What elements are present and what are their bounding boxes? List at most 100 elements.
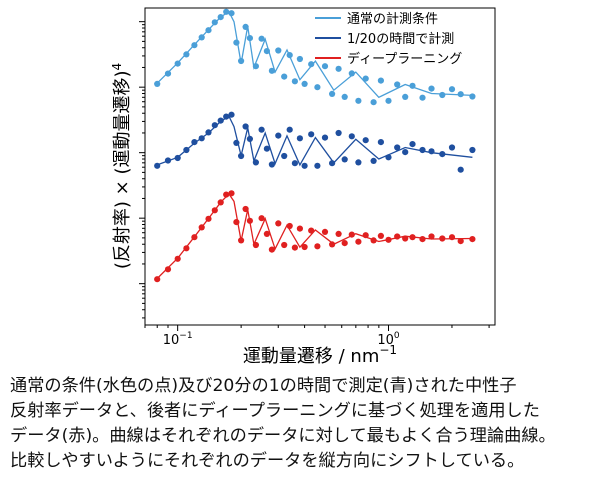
data-point: [198, 34, 205, 41]
data-point: [238, 57, 245, 65]
data-point: [217, 117, 224, 124]
data-point: [362, 137, 369, 144]
data-point: [246, 217, 253, 224]
legend-label-fast: 1/20の時間で計測: [347, 31, 454, 47]
data-point: [394, 144, 401, 151]
data-point: [223, 8, 230, 15]
data-point: [286, 126, 293, 133]
data-point: [217, 199, 224, 206]
data-point: [419, 236, 426, 243]
data-point: [370, 99, 377, 106]
data-point: [428, 148, 435, 155]
data-point: [402, 93, 409, 100]
data-point: [205, 27, 212, 34]
data-point: [377, 232, 384, 239]
data-point: [233, 139, 240, 146]
data-point: [457, 91, 464, 98]
data-point: [268, 67, 275, 74]
data-point: [335, 65, 342, 72]
data-point: [439, 151, 446, 158]
x-tick-label: 10−1: [163, 331, 193, 348]
data-point: [263, 145, 270, 152]
data-point: [348, 70, 355, 77]
data-point: [268, 246, 275, 253]
data-point: [211, 122, 218, 129]
data-point: [308, 61, 315, 68]
data-point: [341, 240, 348, 247]
data-point: [377, 77, 384, 84]
data-point: [291, 244, 298, 251]
data-point: [238, 237, 245, 244]
data-point: [205, 215, 212, 222]
data-point: [174, 255, 181, 262]
y-axis-label-exponent: 4: [110, 63, 124, 71]
data-point: [275, 132, 282, 139]
data-point: [296, 55, 303, 63]
data-point: [308, 131, 315, 138]
data-point: [258, 215, 265, 222]
data-point: [154, 276, 161, 283]
data-point: [154, 162, 161, 169]
data-point: [246, 135, 253, 142]
fit-curve: [156, 10, 473, 99]
data-point: [439, 91, 446, 99]
data-point: [335, 230, 342, 237]
data-point: [223, 191, 230, 198]
data-point: [329, 241, 336, 248]
data-point: [252, 159, 259, 166]
series-group: [154, 190, 476, 283]
data-point: [385, 236, 392, 243]
x-axis-label: 運動量遷移 / nm−1: [243, 343, 397, 367]
data-point: [448, 86, 456, 93]
caption-line: 通常の条件(水色の点)及び20分の1の時間で測定(青)された中性子: [10, 376, 517, 396]
data-point: [409, 82, 416, 89]
data-point: [341, 93, 348, 100]
fit-curve: [156, 115, 473, 167]
data-point: [291, 160, 298, 167]
data-point: [370, 157, 377, 164]
data-point: [191, 139, 198, 146]
data-point: [211, 207, 218, 214]
data-point: [469, 146, 476, 154]
data-point: [409, 141, 416, 148]
data-point: [402, 149, 409, 156]
data-point: [469, 236, 476, 243]
data-point: [281, 73, 288, 80]
x-tick-label: 100: [377, 331, 400, 348]
data-point: [164, 70, 172, 77]
data-point: [314, 84, 321, 91]
data-point: [154, 80, 161, 87]
data-point: [258, 126, 265, 133]
data-point: [275, 220, 282, 227]
x-axis-label-text: 運動量遷移 / nm: [243, 346, 379, 367]
plot-frame: [144, 7, 496, 326]
data-point: [355, 97, 362, 104]
data-point: [394, 233, 401, 240]
data-point: [296, 225, 303, 232]
data-point: [228, 190, 235, 197]
data-point: [362, 232, 369, 239]
data-point: [341, 156, 348, 163]
y-axis-label: (反射率) × (運動量遷移)4: [110, 63, 133, 269]
data-point: [191, 234, 198, 241]
data-point: [242, 23, 249, 30]
data-point: [329, 90, 336, 97]
x-axis-label-exponent: −1: [379, 343, 397, 357]
y-axis-label-text: (反射率) × (運動量遷移): [112, 71, 133, 270]
data-point: [301, 162, 308, 169]
data-point: [174, 154, 181, 162]
data-point: [198, 135, 205, 142]
data-point: [296, 135, 303, 142]
x-axis-ticks: 10−1 100: [144, 325, 490, 348]
data-point: [263, 230, 270, 237]
legend: 通常の計測条件 1/20の時間で計測 ディープラーニング: [315, 11, 462, 67]
data-point: [252, 63, 259, 70]
data-point: [321, 228, 329, 235]
data-point: [321, 134, 329, 141]
data-point: [238, 152, 245, 160]
data-point: [223, 113, 230, 120]
data-point: [385, 97, 392, 104]
data-point: [428, 85, 435, 92]
data-point: [164, 266, 172, 273]
data-point: [314, 243, 321, 250]
